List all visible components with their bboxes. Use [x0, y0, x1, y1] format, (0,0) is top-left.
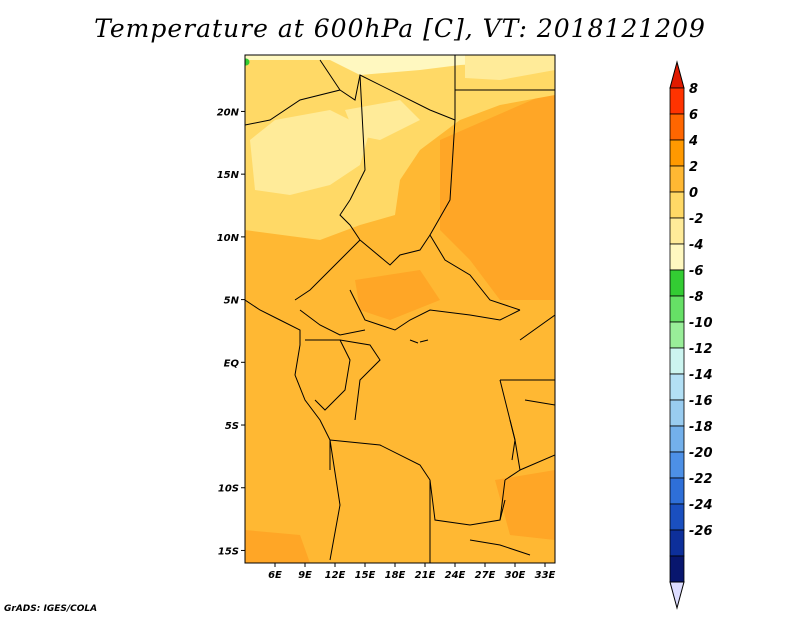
- colorbar-label: 0: [689, 186, 698, 201]
- country-borders: [245, 55, 555, 563]
- colorbar-label: -6: [689, 264, 703, 279]
- colorbar-label: 6: [689, 108, 698, 123]
- colorbar-label: -24: [689, 498, 713, 513]
- temperature-field: [245, 55, 555, 563]
- plot-title: Temperature at 600hPa [C], VT: 201812120…: [94, 14, 706, 43]
- colorbar-label: -2: [689, 212, 703, 227]
- lon-tick-label: 33E: [535, 570, 556, 581]
- colorbar-label: 2: [689, 160, 698, 175]
- lon-tick-label: 6E: [268, 570, 282, 581]
- lon-tick-label: 27E: [475, 570, 496, 581]
- longitude-axis: 6E 9E 12E 15E 18E 21E 24E 27E 30E 33E: [268, 563, 556, 581]
- colorbar-segment: [669, 529, 685, 557]
- colorbar-segment: [669, 269, 685, 297]
- colorbar-segment: [669, 347, 685, 375]
- lon-tick-label: 9E: [298, 570, 312, 581]
- colorbar-label: -16: [689, 394, 713, 409]
- lon-tick-label: 15E: [355, 570, 376, 581]
- colorbar-label: 4: [688, 134, 698, 149]
- colorbar-segment: [669, 87, 685, 115]
- lat-tick-label: 15S: [218, 546, 239, 557]
- colorbar-segment: [669, 555, 685, 583]
- colorbar-top-arrow: [669, 60, 685, 89]
- lon-tick-label: 21E: [415, 570, 436, 581]
- colorbar-segment: [669, 373, 685, 401]
- colorbar-label: -4: [689, 238, 703, 253]
- colorbar-label: -10: [689, 316, 713, 331]
- colorbar-segment: [669, 165, 685, 193]
- lon-tick-label: 30E: [505, 570, 526, 581]
- lon-tick-label: 24E: [445, 570, 466, 581]
- colorbar-label: 8: [689, 82, 698, 97]
- lon-tick-label: 18E: [385, 570, 406, 581]
- colorbar: 8 6 4 2 0 -2 -4 -6 -8 -10 -12 -14 -16 -18 -20 -22 -24 -26: [669, 60, 713, 610]
- lat-tick-label: 10S: [218, 484, 239, 495]
- colorbar-segment: [669, 425, 685, 453]
- lat-tick-label: 5S: [225, 421, 239, 432]
- footer-credit: GrADS: IGES/COLA: [4, 604, 98, 614]
- colorbar-label: -18: [689, 420, 713, 435]
- lat-tick-label: EQ: [224, 358, 240, 369]
- lat-tick-label: 15N: [217, 170, 240, 181]
- colorbar-segment: [669, 113, 685, 141]
- colorbar-label: -14: [689, 368, 713, 383]
- lat-tick-label: 20N: [217, 107, 240, 118]
- colorbar-segment: [669, 321, 685, 349]
- colorbar-segment: [669, 399, 685, 427]
- colorbar-label: -8: [689, 290, 703, 305]
- latitude-axis: 20N 15N 10N 5N EQ 5S 10S 15S: [217, 107, 245, 557]
- colorbar-segment: [669, 191, 685, 219]
- colorbar-label: -26: [689, 524, 713, 539]
- map-frame: [244, 54, 556, 564]
- colorbar-label: -12: [689, 342, 713, 357]
- colorbar-segment: [669, 503, 685, 531]
- colorbar-bottom-arrow: [669, 581, 685, 610]
- colorbar-segment: [669, 477, 685, 505]
- colorbar-segment: [669, 139, 685, 167]
- colorbar-label: -22: [689, 472, 713, 487]
- lon-tick-label: 12E: [325, 570, 346, 581]
- colorbar-segment: [669, 217, 685, 245]
- colorbar-segment: [669, 295, 685, 323]
- colorbar-label: -20: [689, 446, 713, 461]
- lat-tick-label: 5N: [224, 296, 240, 307]
- colorbar-segment: [669, 243, 685, 271]
- colorbar-segment: [669, 451, 685, 479]
- lat-tick-label: 10N: [217, 233, 240, 244]
